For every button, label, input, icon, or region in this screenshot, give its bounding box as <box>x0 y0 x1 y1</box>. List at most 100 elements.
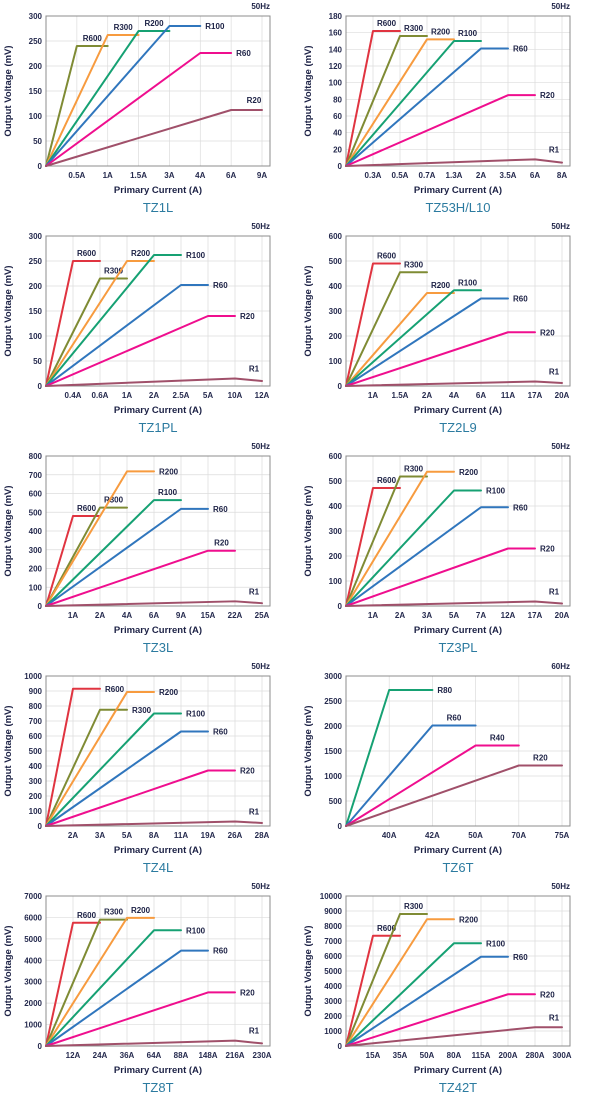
plot-border <box>345 675 571 827</box>
chart-title: TZ3L <box>143 640 173 655</box>
x-tick-label: 80A <box>447 1051 462 1060</box>
series-line-r100 <box>45 712 182 827</box>
series-line-r600 <box>45 687 101 827</box>
series-label-r100: R100 <box>458 29 478 38</box>
y-tick-label: 300 <box>329 527 343 536</box>
y-tick-label: 200 <box>29 282 43 291</box>
plot-border <box>45 675 271 827</box>
y-tick-label: 140 <box>329 45 343 54</box>
y-tick-label: 2000 <box>324 722 342 731</box>
y-tick-label: 0 <box>338 1042 343 1051</box>
frequency-label: 50Hz <box>251 2 270 11</box>
y-tick-label: 180 <box>329 12 343 21</box>
y-tick-label: 60 <box>333 112 342 121</box>
y-tick-label: 1000 <box>24 1021 42 1030</box>
series-label-r100: R100 <box>186 710 206 719</box>
series-label-r20: R20 <box>540 990 555 999</box>
series-line-r20 <box>345 331 536 387</box>
y-tick-label: 150 <box>29 87 43 96</box>
y-tick-label: 0 <box>338 382 343 391</box>
y-tick-label: 150 <box>29 307 43 316</box>
plot-svg: 0 100 200 300 400 500 600 1A 2A 3A 5A 7A 12A 17A 20A R6… <box>303 442 571 655</box>
series-label-r100: R100 <box>486 939 506 948</box>
y-tick-label: 500 <box>329 797 343 806</box>
series-label-r60: R60 <box>213 947 228 956</box>
chart-title: TZ3PL <box>438 640 477 655</box>
x-tick-label: 2A <box>422 391 432 400</box>
y-tick-label: 0 <box>38 382 43 391</box>
plot-svg: 0 1000 2000 3000 4000 5000 6000 7000 8000 9000 100… <box>303 882 572 1095</box>
series-line-r200 <box>345 470 455 607</box>
plot-border <box>345 15 571 167</box>
y-tick-label: 600 <box>329 232 343 241</box>
series-line-r60 <box>345 297 509 387</box>
chart-tz53h-l10: 0 20 40 60 80 100 120 140 160 180 0.3A 0.5A 0.7A 1.3A… <box>300 0 600 220</box>
y-tick-label: 400 <box>29 527 43 536</box>
y-tick-label: 0 <box>38 602 43 611</box>
chart-title: TZ53H/L10 <box>425 200 490 215</box>
x-tick-label: 64A <box>147 1051 162 1060</box>
y-tick-label: 1000 <box>24 672 42 681</box>
y-tick-label: 3000 <box>324 672 342 681</box>
x-tick-label: 1A <box>368 611 378 620</box>
y-tick-label: 50 <box>33 357 42 366</box>
x-tick-label: 1.5A <box>130 171 147 180</box>
x-tick-label: 1A <box>368 391 378 400</box>
y-tick-label: 600 <box>329 452 343 461</box>
series-line-r1 <box>45 820 263 827</box>
series-line-r300 <box>45 277 128 387</box>
chart-title: TZ1PL <box>138 420 177 435</box>
frequency-label: 50Hz <box>551 442 570 451</box>
y-tick-label: 200 <box>329 552 343 561</box>
y-tick-label: 0 <box>338 602 343 611</box>
plot-border <box>45 235 271 387</box>
y-tick-label: 3000 <box>24 978 42 987</box>
series-line-r300 <box>45 34 140 167</box>
plot-border <box>345 455 571 607</box>
series-label-r20: R20 <box>240 988 255 997</box>
series-label-r80: R80 <box>437 686 452 695</box>
y-tick-label: 2000 <box>24 999 42 1008</box>
series-label-r1: R1 <box>249 1027 260 1036</box>
x-tick-label: 12A <box>66 1051 81 1060</box>
x-tick-label: 12A <box>501 611 516 620</box>
series-label-r60: R60 <box>513 503 528 512</box>
series-line-r1 <box>45 1039 263 1047</box>
series-label-r200: R200 <box>159 688 179 697</box>
series-label-r60: R60 <box>513 295 528 304</box>
y-tick-label: 2500 <box>324 697 342 706</box>
series-label-r20: R20 <box>214 539 229 548</box>
series-line-r200 <box>45 916 155 1047</box>
y-axis-title: Output Voltage (mV) <box>3 925 14 1016</box>
x-axis-title: Primary Current (A) <box>114 625 202 636</box>
x-tick-label: 300A <box>552 1051 571 1060</box>
series-label-r1: R1 <box>549 145 560 154</box>
x-tick-label: 0.6A <box>92 391 109 400</box>
series-line-r40 <box>345 744 520 827</box>
series-line-r300 <box>45 918 128 1047</box>
x-tick-label: 1A <box>68 611 78 620</box>
y-tick-label: 40 <box>333 129 342 138</box>
y-axis-title: Output Voltage (mV) <box>303 485 314 576</box>
x-tick-label: 3A <box>95 831 105 840</box>
x-axis-title: Primary Current (A) <box>114 845 202 856</box>
y-tick-label: 100 <box>329 79 343 88</box>
series-label-r300: R300 <box>104 267 124 276</box>
series-label-r60: R60 <box>236 49 251 58</box>
series-label-r60: R60 <box>513 953 528 962</box>
y-tick-label: 200 <box>29 565 43 574</box>
x-tick-label: 1A <box>122 391 132 400</box>
chart-title: TZ42T <box>439 1080 477 1095</box>
series-label-r60: R60 <box>213 728 228 737</box>
plot-svg: 0 20 40 60 80 100 120 140 160 180 0.3A 0.5A 0.7A 1.3A… <box>303 2 571 215</box>
y-tick-label: 300 <box>329 307 343 316</box>
plot-svg: 0 100 200 300 400 500 600 1A 1.5A 2A 4A 6A 11A 17A 20A… <box>303 222 571 435</box>
series-label-r300: R300 <box>104 496 124 505</box>
x-tick-label: 10A <box>228 391 243 400</box>
series-label-r20: R20 <box>240 767 255 776</box>
y-tick-label: 300 <box>29 777 43 786</box>
chart-tz1l: 0 50 100 150 200 250 300 0.5A 1A 1.5A 3A 4A 6A 9A R600… <box>0 0 300 220</box>
series-line-r60 <box>345 47 509 167</box>
x-tick-label: 9A <box>176 611 186 620</box>
x-tick-label: 148A <box>198 1051 217 1060</box>
